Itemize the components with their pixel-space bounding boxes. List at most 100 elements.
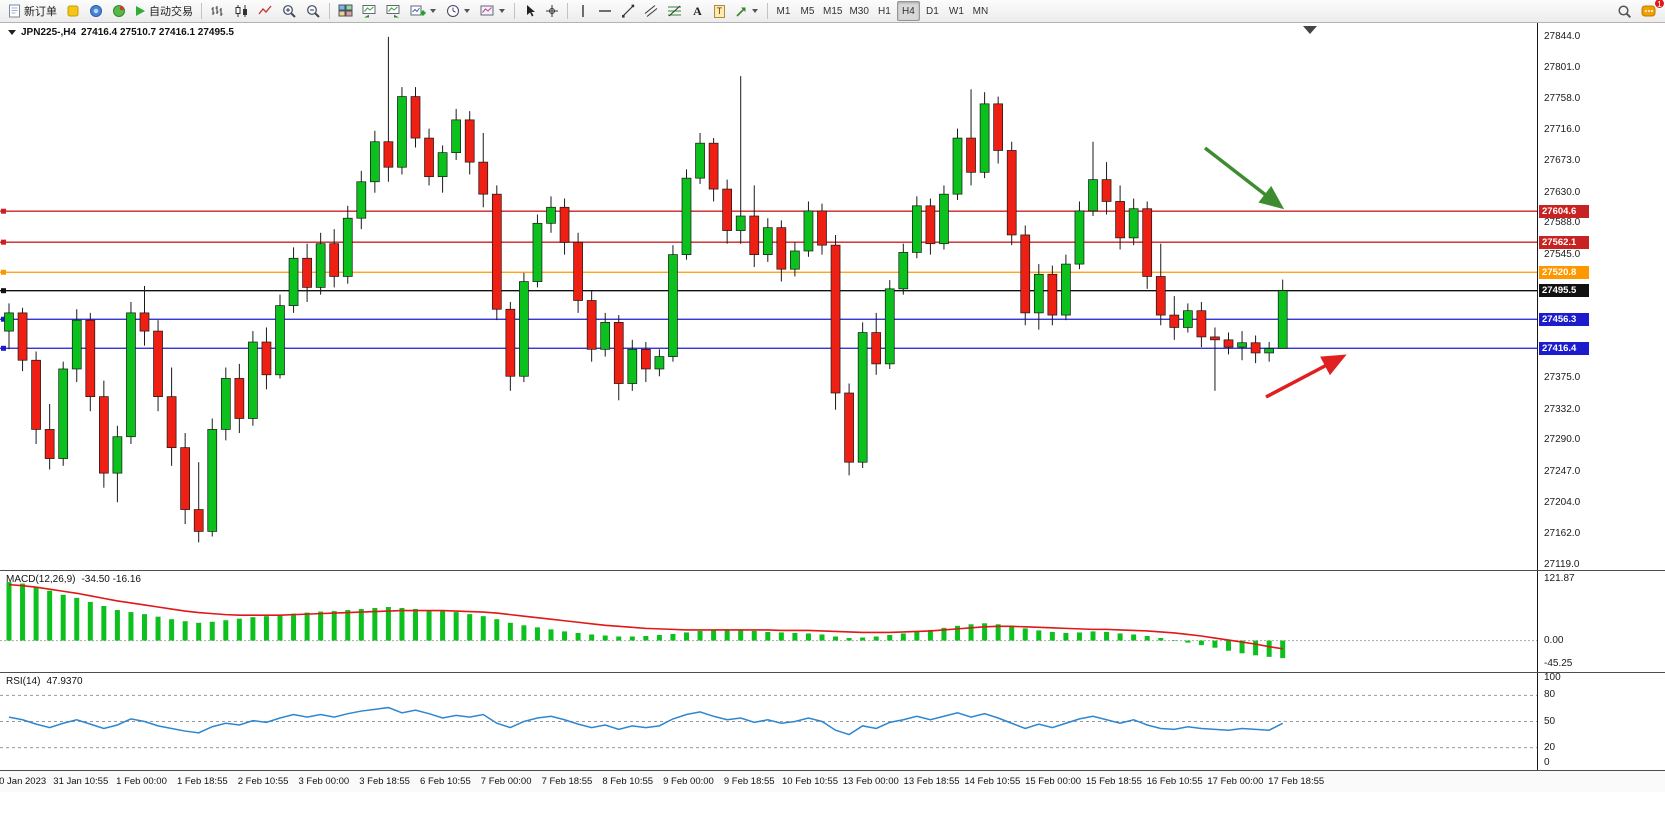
price-axis-label: 27545.0	[1544, 248, 1581, 260]
hline-anchor-marker[interactable]	[1, 288, 6, 294]
zoom-in-button[interactable]	[278, 1, 301, 21]
market-button[interactable]	[108, 1, 130, 21]
hline-anchor-marker[interactable]	[1, 239, 6, 245]
timeframe-m1-button[interactable]: M1	[772, 1, 795, 21]
cursor-tool-button[interactable]	[519, 1, 540, 21]
trendline-tool-button[interactable]	[617, 1, 639, 21]
toolbar-separator	[767, 3, 768, 19]
time-axis[interactable]: 30 Jan 2023 31 Jan 10:55 1 Feb 00:00 1 Feb …	[0, 770, 1665, 792]
fibonacci-icon	[667, 4, 682, 18]
metaeditor-button[interactable]	[62, 1, 84, 21]
dropdown-arrow-icon	[499, 8, 506, 14]
notification-badge: 1	[1654, 0, 1665, 9]
timeframe-m5-button[interactable]: M5	[796, 1, 819, 21]
symbol-dropdown-icon[interactable]	[8, 29, 16, 36]
dropdown-arrow-icon	[464, 8, 471, 14]
templates-button[interactable]	[476, 1, 510, 21]
rsi-axis-label: 20	[1544, 741, 1556, 753]
vertical-line-tool-button[interactable]	[572, 1, 593, 21]
timeframe-m15-button[interactable]: M15	[820, 1, 845, 21]
annotation-arrow-up-red[interactable]	[1265, 354, 1347, 399]
hline-anchor-marker[interactable]	[1, 316, 6, 322]
main-chart-panel: JPN225-,H4 27416.4 27510.7 27416.1 27495…	[0, 23, 1665, 570]
hline-anchor-marker[interactable]	[1, 208, 6, 214]
hline-anchor-marker[interactable]	[1, 345, 6, 351]
time-axis-label: 9 Feb 00:00	[663, 776, 714, 787]
macd-axis-label: 121.87	[1544, 572, 1575, 584]
chart-step-back-button[interactable]	[358, 1, 381, 21]
timeframe-mn-button[interactable]: MN	[969, 1, 992, 21]
price-axis-label: 27290.0	[1544, 434, 1581, 446]
bar-chart-button[interactable]	[206, 1, 229, 21]
new-chart-button[interactable]	[406, 1, 441, 21]
chart-step-forward-button[interactable]	[382, 1, 405, 21]
rsi-plot[interactable]: RSI(14) 47.9370	[0, 673, 1538, 770]
rsi-value: 47.9370	[46, 676, 83, 687]
toolbar: 新订单 自动交易 A T M1 M5 M15 M30 H1	[0, 0, 1665, 23]
time-axis-label: 15 Feb 00:00	[1025, 776, 1082, 787]
timeframe-w1-button[interactable]: W1	[945, 1, 968, 21]
price-axis-label: 27758.0	[1544, 93, 1581, 105]
macd-plot[interactable]: MACD(12,26,9) -34.50 -16.16	[0, 571, 1538, 672]
main-chart-plot[interactable]: JPN225-,H4 27416.4 27510.7 27416.1 27495…	[0, 23, 1538, 570]
rsi-canvas[interactable]	[0, 673, 1537, 770]
community-button[interactable]	[85, 1, 107, 21]
macd-axis-label: 0.00	[1544, 634, 1564, 646]
time-axis-label: 1 Feb 00:00	[116, 776, 167, 787]
line-chart-icon	[258, 4, 273, 18]
rsi-panel: RSI(14) 47.9370 100 80 50 20 0	[0, 672, 1665, 770]
notifications-button[interactable]: 1	[1637, 0, 1665, 21]
bar-chart-icon	[210, 4, 225, 18]
time-axis-label: 3 Feb 00:00	[298, 776, 350, 787]
community-icon	[89, 4, 103, 18]
time-axis-label: 1 Feb 18:55	[176, 776, 228, 787]
timeframe-d1-button[interactable]: D1	[921, 1, 944, 21]
chart-shift-marker[interactable]	[1303, 26, 1317, 34]
horizontal-line-tool-button[interactable]	[594, 1, 616, 21]
main-chart-canvas[interactable]	[0, 23, 1537, 570]
macd-canvas[interactable]	[0, 571, 1537, 672]
toolbar-separator	[567, 3, 568, 19]
annotation-arrow-down-green[interactable]	[1203, 146, 1285, 210]
timeframe-h1-button[interactable]: H1	[873, 1, 896, 21]
time-axis-label: 7 Feb 18:55	[541, 776, 593, 787]
price-axis[interactable]: 27844.0 27801.0 27758.0 27716.0 27673.0 27630…	[1539, 23, 1665, 570]
vertical-line-icon	[578, 4, 588, 18]
macd-axis-label: -45.25	[1544, 657, 1573, 669]
symbol-info: JPN225-,H4 27416.4 27510.7 27416.1 27495…	[8, 27, 234, 38]
rsi-axis-label: 50	[1544, 715, 1556, 727]
period-button[interactable]	[442, 1, 475, 21]
time-axis-label: 9 Feb 18:55	[723, 776, 775, 787]
autotrading-play-icon	[135, 5, 146, 17]
rsi-header: RSI(14) 47.9370	[6, 676, 83, 687]
hline-anchor-marker[interactable]	[1, 269, 6, 275]
time-axis-label: 15 Feb 18:55	[1085, 776, 1142, 787]
zoom-in-icon	[282, 4, 297, 19]
candlestick-chart-button[interactable]	[230, 1, 253, 21]
rsi-axis[interactable]: 100 80 50 20 0	[1539, 672, 1665, 770]
crosshair-tool-button[interactable]	[541, 1, 563, 21]
search-button[interactable]	[1613, 1, 1636, 21]
time-axis-label: 14 Feb 10:55	[964, 776, 1021, 787]
macd-values: -34.50 -16.16	[81, 574, 141, 585]
fibonacci-tool-button[interactable]	[663, 1, 686, 21]
shapes-tool-button[interactable]	[731, 1, 763, 21]
new-order-button[interactable]: 新订单	[4, 1, 61, 21]
line-chart-button[interactable]	[254, 1, 277, 21]
trendline-icon	[621, 4, 635, 18]
rsi-axis-label: 0	[1544, 757, 1550, 768]
symbol-title: JPN225-,H4	[21, 27, 77, 38]
macd-axis[interactable]: 121.87 0.00 -45.25	[1539, 571, 1665, 672]
rsi-axis-label: 100	[1544, 672, 1561, 683]
price-axis-label: 27247.0	[1544, 465, 1581, 477]
autotrading-button[interactable]: 自动交易	[131, 1, 197, 21]
timeframe-m30-button[interactable]: M30	[846, 1, 871, 21]
time-axis-label: 31 Jan 10:55	[53, 776, 109, 787]
label-tool-button[interactable]: T	[709, 1, 730, 21]
tile-windows-button[interactable]	[334, 1, 357, 21]
text-tool-button[interactable]: A	[687, 1, 708, 21]
channel-tool-button[interactable]	[640, 1, 662, 21]
time-axis-label: 7 Feb 00:00	[480, 776, 532, 787]
timeframe-h4-button[interactable]: H4	[896, 1, 920, 21]
zoom-out-button[interactable]	[302, 1, 325, 21]
